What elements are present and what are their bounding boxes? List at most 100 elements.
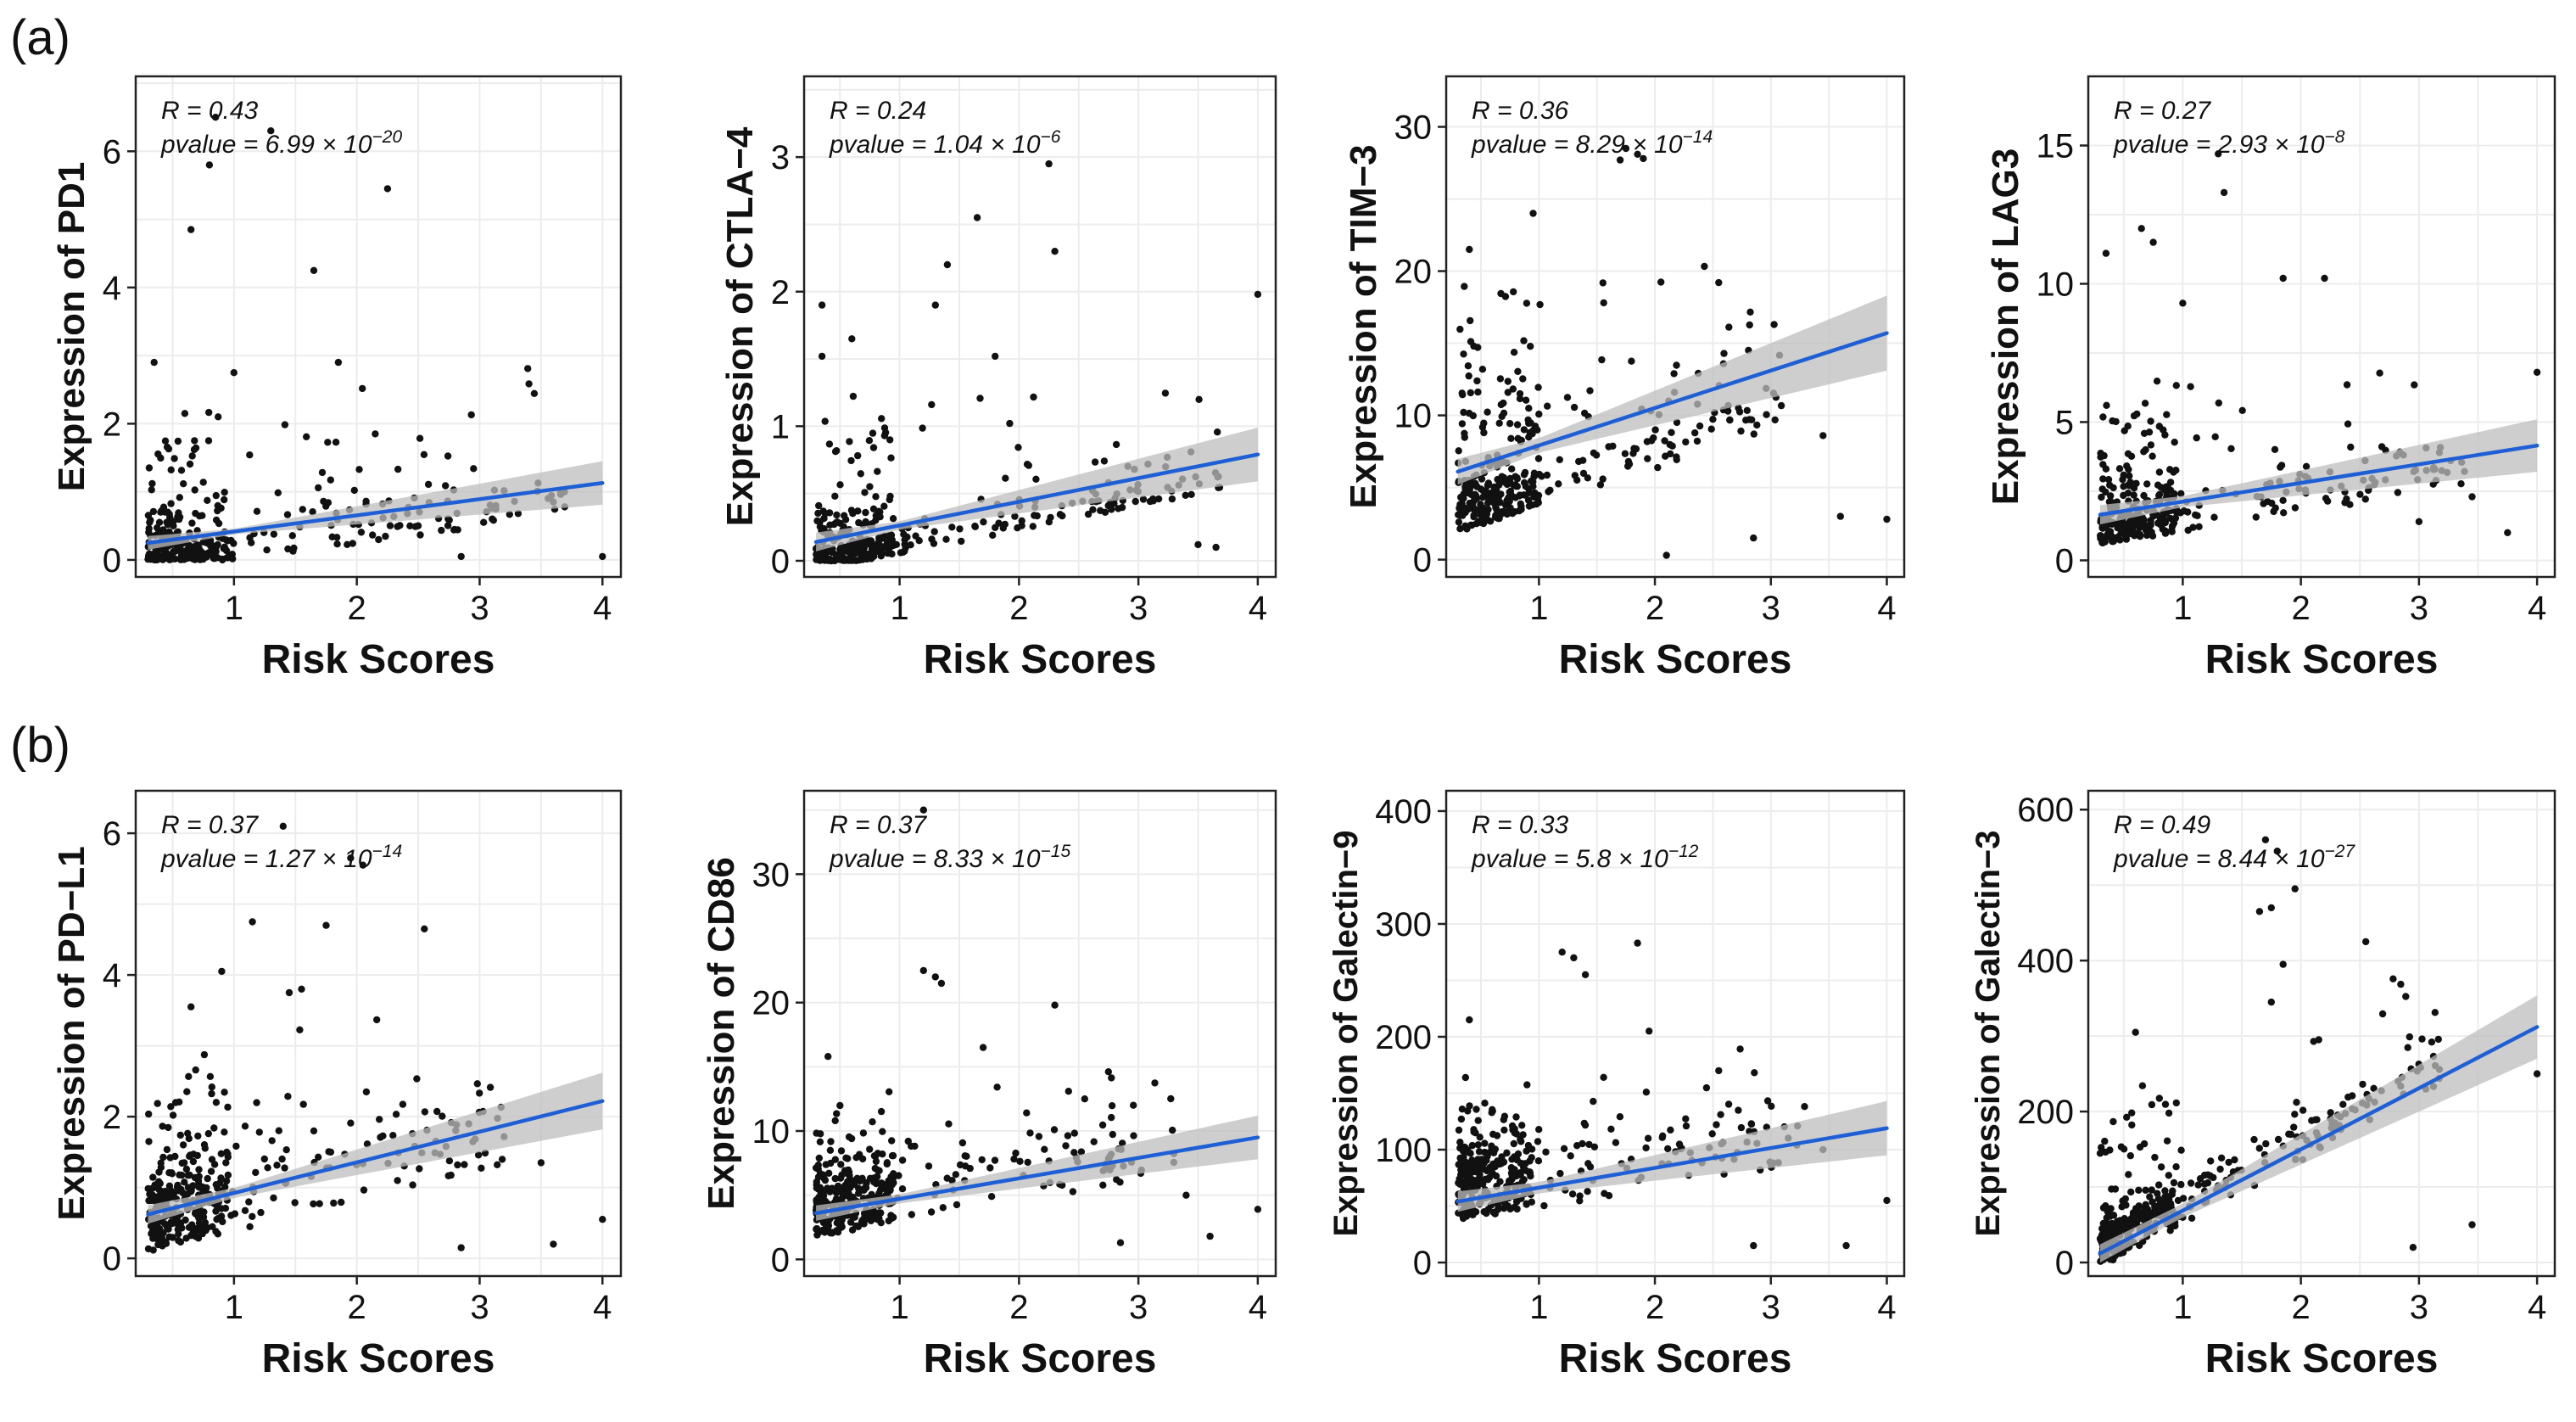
data-point	[883, 1159, 891, 1167]
data-point	[1667, 1126, 1674, 1134]
data-point	[860, 1186, 868, 1195]
data-point	[177, 467, 186, 474]
data-point	[1018, 522, 1025, 529]
data-point	[1467, 338, 1475, 345]
data-point	[991, 1156, 999, 1164]
plot-area	[144, 114, 606, 564]
data-point	[942, 535, 950, 543]
data-point	[200, 1050, 209, 1059]
data-point	[888, 1137, 896, 1145]
data-point	[245, 1198, 253, 1206]
data-point	[1480, 1165, 1488, 1173]
data-point	[296, 1026, 304, 1034]
data-point	[230, 540, 237, 547]
data-point	[2129, 1212, 2137, 1219]
data-point	[1513, 1156, 1521, 1164]
p-value-label: pvalue = 8.29 × 10−14	[1471, 127, 1713, 159]
data-point	[1529, 478, 1537, 485]
data-point	[252, 1168, 260, 1177]
data-point	[1642, 1144, 1650, 1152]
data-point	[1523, 1167, 1530, 1175]
data-point	[246, 451, 254, 459]
data-point	[2504, 529, 2512, 536]
data-point	[887, 1214, 896, 1223]
data-point	[1059, 512, 1066, 520]
data-point	[1709, 416, 1717, 423]
x-axis-title: Risk Scores	[1559, 637, 1792, 682]
data-point	[185, 1072, 193, 1081]
data-point	[309, 508, 316, 516]
data-point	[1525, 405, 1533, 412]
data-point	[1517, 1138, 1525, 1145]
y-axis-title: Expression of LAG3	[1985, 148, 2026, 506]
data-point	[1506, 420, 1514, 428]
data-point	[2171, 514, 2180, 522]
data-point	[424, 480, 433, 489]
data-point	[2169, 522, 2176, 529]
x-tick-label: 2	[348, 1289, 366, 1326]
regression-line	[146, 480, 605, 546]
data-point	[1534, 455, 1543, 462]
data-point	[855, 1190, 863, 1197]
data-point	[986, 1164, 994, 1172]
data-point	[2099, 475, 2107, 483]
y-tick-label: 200	[2017, 1094, 2074, 1131]
data-point	[1726, 416, 1734, 424]
data-point	[2267, 998, 2275, 1006]
data-point	[145, 1110, 153, 1118]
data-point	[2111, 519, 2120, 528]
data-point	[1502, 501, 1510, 509]
data-point	[1478, 494, 1487, 501]
r-value-label: R = 0.49	[2114, 811, 2211, 839]
data-point	[1506, 487, 1515, 495]
data-point	[1496, 375, 1505, 383]
data-point	[298, 985, 305, 994]
data-point	[1495, 476, 1504, 484]
x-tick-label: 4	[1877, 1289, 1896, 1326]
data-point	[1468, 1176, 1477, 1184]
data-point	[1099, 1181, 1107, 1190]
data-point	[841, 557, 849, 564]
data-point	[2311, 1116, 2319, 1124]
data-point	[1625, 460, 1634, 468]
x-tick-label: 3	[1129, 1289, 1148, 1326]
data-point	[1508, 1165, 1516, 1173]
data-point	[1491, 1210, 1499, 1218]
data-point	[2404, 1044, 2411, 1051]
data-point	[2252, 513, 2260, 521]
data-point	[2163, 411, 2171, 418]
data-point	[215, 413, 222, 421]
data-point	[260, 1155, 268, 1163]
x-tick-label: 4	[593, 1289, 612, 1326]
data-point	[1475, 1148, 1484, 1156]
data-point	[208, 1089, 215, 1098]
data-point	[461, 1161, 468, 1168]
data-point	[209, 1223, 216, 1231]
data-point	[2434, 1035, 2442, 1044]
data-point	[849, 392, 858, 400]
data-point	[1659, 1132, 1667, 1140]
data-point	[169, 1111, 177, 1119]
x-tick-label: 1	[225, 1289, 243, 1326]
data-point	[1628, 357, 1635, 365]
data-point	[2141, 400, 2149, 407]
data-point	[908, 1211, 916, 1218]
data-point	[1621, 450, 1629, 457]
data-point	[887, 454, 895, 462]
data-point	[1467, 389, 1475, 397]
data-point	[181, 1178, 188, 1186]
data-point	[389, 1132, 397, 1139]
data-point	[1670, 370, 1678, 378]
data-point	[338, 1198, 345, 1206]
data-point	[2140, 1139, 2149, 1148]
data-point	[813, 1199, 821, 1207]
data-point	[1668, 442, 1676, 450]
data-point	[180, 480, 187, 488]
data-point	[1570, 403, 1579, 411]
data-point	[2141, 1205, 2149, 1213]
data-point	[1045, 160, 1053, 168]
data-point	[1523, 1147, 1530, 1155]
data-point	[1534, 383, 1542, 391]
data-point	[2142, 1186, 2149, 1195]
data-point	[854, 1184, 863, 1192]
